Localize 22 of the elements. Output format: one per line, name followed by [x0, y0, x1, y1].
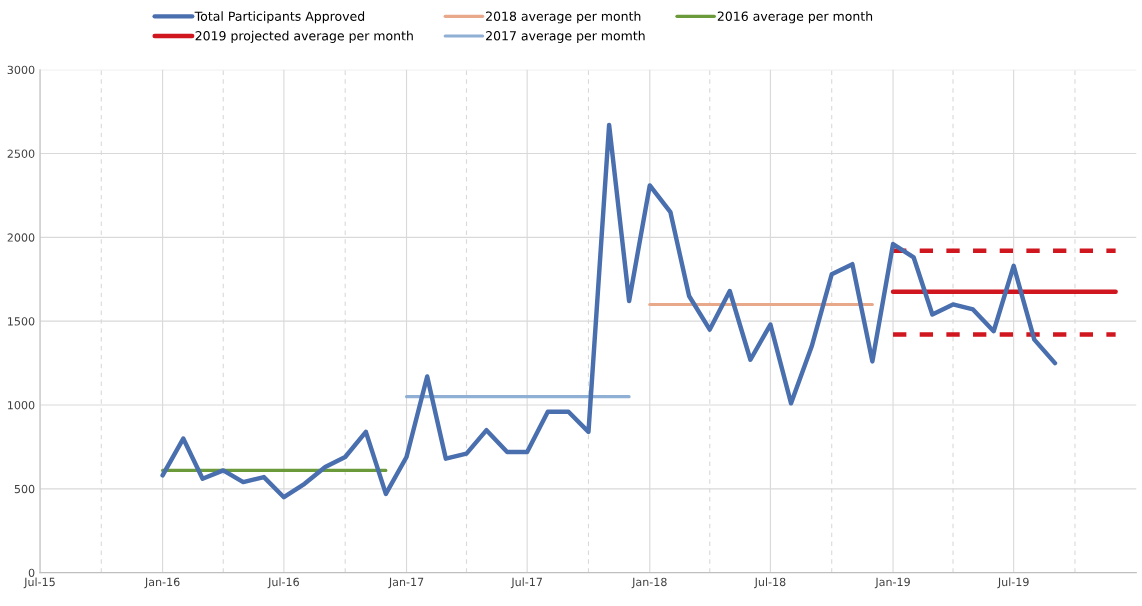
x-tick-label: Jan-18 [631, 577, 667, 589]
y-tick-label: 0 [28, 568, 35, 578]
legend-label: 2017 average per momth [486, 30, 645, 43]
x-tick-label: Jan-19 [874, 577, 910, 589]
x-tick-label: Jul-17 [510, 577, 542, 589]
x-tick-label: Jul-15 [23, 577, 55, 589]
x-tick-label: Jan-16 [144, 577, 180, 589]
x-tick-label: Jul-16 [267, 577, 299, 589]
y-tick-label: 2500 [7, 149, 35, 158]
legend-label: 2019 projected average per month [195, 30, 413, 43]
legend-label: Total Participants Approved [194, 11, 365, 24]
y-tick-label: 500 [14, 484, 35, 494]
line-series [160, 122, 1058, 500]
y-tick-label: 1500 [8, 317, 35, 326]
legend-label: 2016 average per month [717, 11, 873, 24]
y-tick-label: 3000 [7, 65, 35, 75]
legend-label: 2018 average per month [486, 11, 641, 24]
x-tick-label: Jul-19 [997, 577, 1029, 589]
x-tick-label: Jan-17 [388, 577, 424, 589]
y-tick-label: 1000 [8, 400, 35, 410]
x-tick-label: Jul-18 [754, 577, 786, 589]
y-tick-label: 2000 [7, 233, 35, 242]
